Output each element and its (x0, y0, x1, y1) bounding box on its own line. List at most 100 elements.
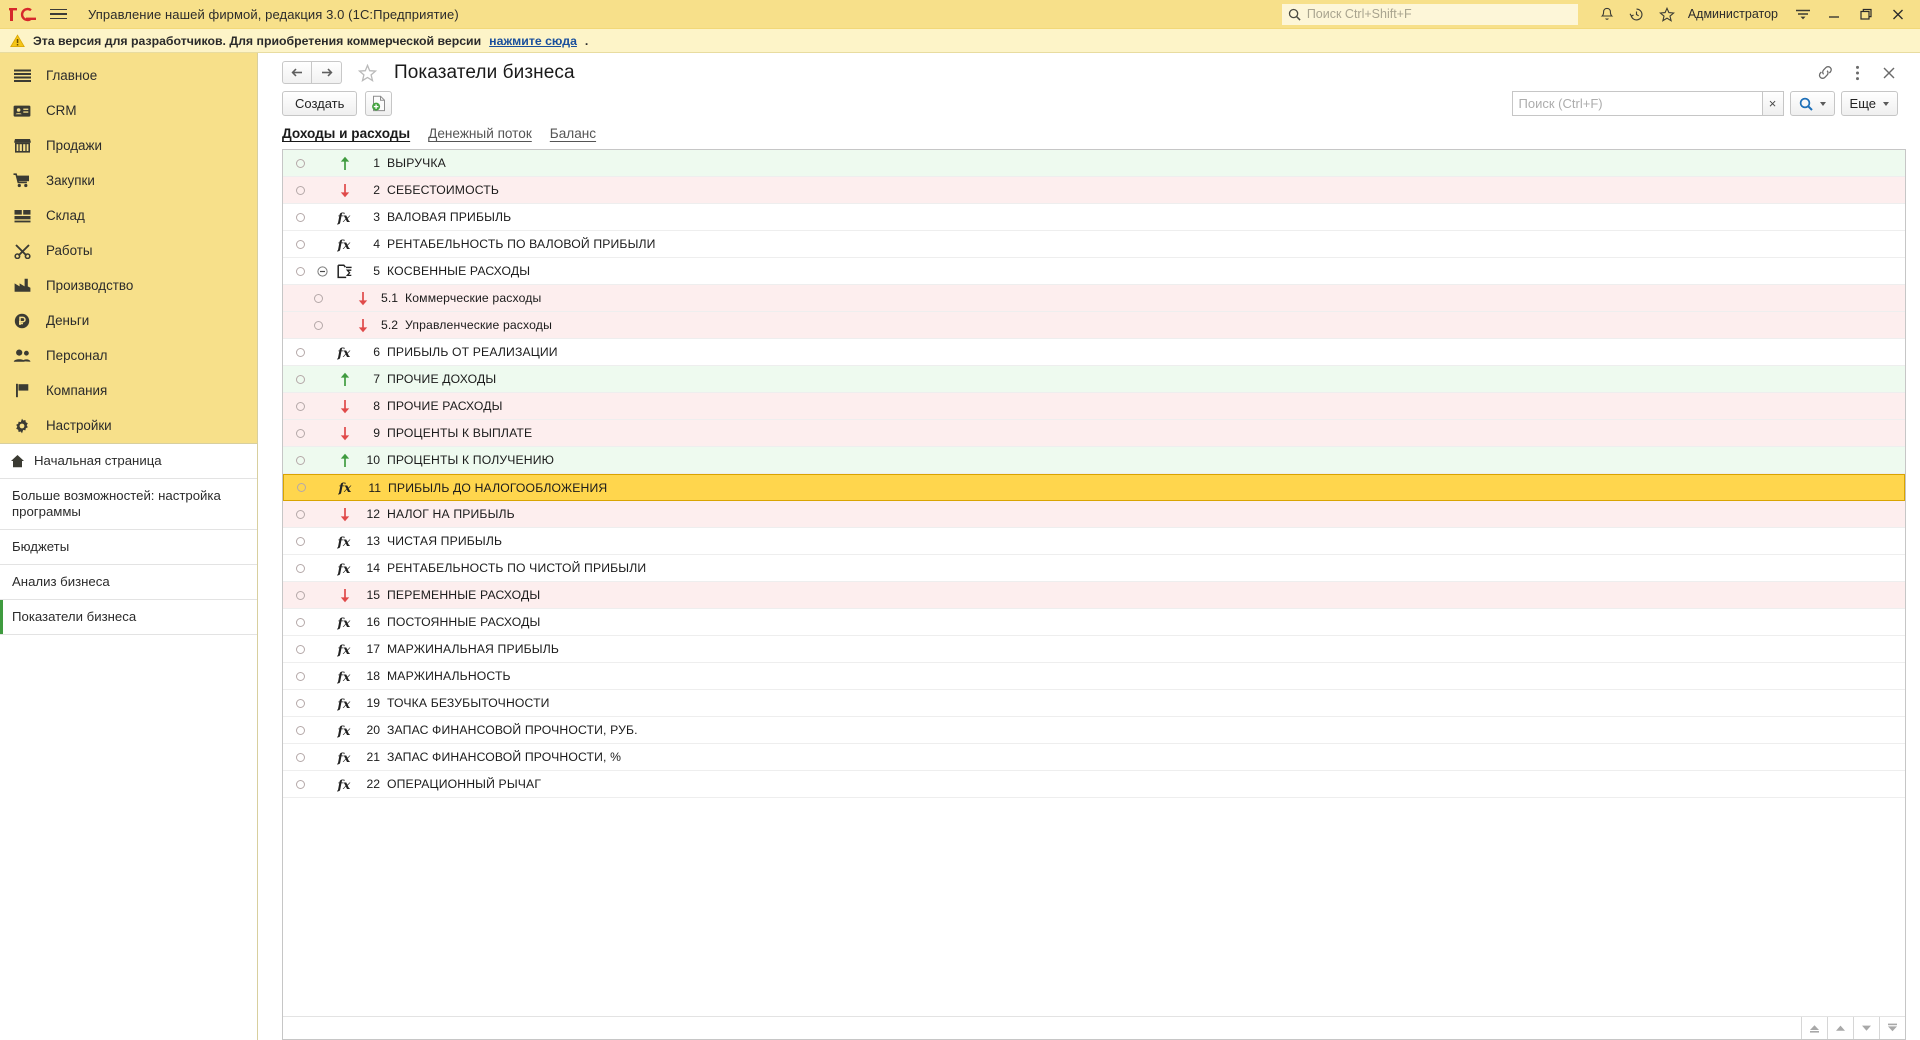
sidebar-item-nastroyki[interactable]: Настройки (0, 408, 257, 443)
table-row[interactable]: 8 ПРОЧИЕ РАСХОДЫ (283, 393, 1905, 420)
sidebar-item-kompaniya[interactable]: Компания (0, 373, 257, 408)
more-menu-label: Еще (1849, 96, 1876, 111)
row-marker[interactable] (289, 212, 311, 222)
close-form-icon[interactable] (1880, 64, 1898, 82)
banner-purchase-link[interactable]: нажмите сюда (489, 33, 577, 48)
favorites-star-icon[interactable] (1652, 1, 1682, 27)
more-options-icon[interactable] (1848, 64, 1866, 82)
table-row[interactable]: 5.1 Коммерческие расходы (283, 285, 1905, 312)
row-marker[interactable] (289, 509, 311, 519)
sidebar-item-prodazhi[interactable]: Продажи (0, 128, 257, 163)
table-row[interactable]: fx 21 ЗАПАС ФИНАНСОВОЙ ПРОЧНОСТИ, % (283, 744, 1905, 771)
back-button[interactable] (282, 61, 312, 84)
table-row[interactable]: fx 11 ПРИБЫЛЬ ДО НАЛОГООБЛОЖЕНИЯ (283, 474, 1905, 501)
sidebar-item-analiz-biznesa[interactable]: Анализ бизнеса (0, 565, 257, 600)
row-marker[interactable] (289, 590, 311, 600)
table-row[interactable]: 9 ПРОЦЕНТЫ К ВЫПЛАТЕ (283, 420, 1905, 447)
history-clock-icon[interactable] (1622, 1, 1652, 27)
tab-denezhnyy-potok[interactable]: Денежный поток (428, 126, 532, 141)
find-button[interactable] (1789, 91, 1835, 116)
row-marker[interactable] (289, 698, 311, 708)
chevron-down-icon (1819, 101, 1826, 106)
row-marker[interactable] (289, 617, 311, 627)
search-input[interactable] (1511, 91, 1762, 116)
main-menu-icon[interactable] (1788, 1, 1818, 27)
row-marker[interactable] (289, 779, 311, 789)
create-button[interactable]: Создать (282, 91, 358, 116)
row-marker[interactable] (289, 725, 311, 735)
row-marker[interactable] (289, 455, 311, 465)
row-marker[interactable] (289, 266, 311, 276)
table-row[interactable]: fx 4 РЕНТАБЕЛЬНОСТЬ ПО ВАЛОВОЙ ПРИБЫЛИ (283, 231, 1905, 258)
row-marker[interactable] (289, 752, 311, 762)
sidebar-item-dengi[interactable]: Деньги (0, 303, 257, 338)
table-row[interactable]: fx 17 МАРЖИНАЛЬНАЯ ПРИБЫЛЬ (283, 636, 1905, 663)
current-user-label[interactable]: Администратор (1687, 7, 1778, 21)
sidebar-item-nachalnaya-stranitsa[interactable]: Начальная страница (0, 444, 257, 479)
row-radio-icon (295, 347, 305, 357)
row-expander[interactable] (311, 265, 333, 277)
sidebar-item-raboty[interactable]: Работы (0, 233, 257, 268)
table-row[interactable]: 12 НАЛОГ НА ПРИБЫЛЬ (283, 501, 1905, 528)
table-row[interactable]: fx 14 РЕНТАБЕЛЬНОСТЬ ПО ЧИСТОЙ ПРИБЫЛИ (283, 555, 1905, 582)
table-row[interactable]: fx 18 МАРЖИНАЛЬНОСТЬ (283, 663, 1905, 690)
scroll-up-button[interactable] (1827, 1017, 1853, 1039)
row-number: 2 (373, 183, 380, 197)
row-marker[interactable] (289, 158, 311, 168)
star-outline-icon[interactable] (358, 63, 377, 82)
table-row[interactable]: 2 СЕБЕСТОИМОСТЬ (283, 177, 1905, 204)
sidebar-item-crm[interactable]: CRM (0, 93, 257, 128)
table-row[interactable]: fx 13 ЧИСТАЯ ПРИБЫЛЬ (283, 528, 1905, 555)
row-marker[interactable] (289, 401, 311, 411)
table-row[interactable]: 5.2 Управленческие расходы (283, 312, 1905, 339)
row-marker[interactable] (289, 185, 311, 195)
row-marker[interactable] (289, 347, 311, 357)
scroll-to-bottom-button[interactable] (1879, 1017, 1905, 1039)
row-marker[interactable] (289, 428, 311, 438)
table-row[interactable]: 5 КОСВЕННЫЕ РАСХОДЫ (283, 258, 1905, 285)
sidebar-item-zakupki[interactable]: Закупки (0, 163, 257, 198)
formula-fx-icon: fx (334, 480, 358, 495)
row-marker[interactable] (289, 239, 311, 249)
table-row[interactable]: 7 ПРОЧИЕ ДОХОДЫ (283, 366, 1905, 393)
row-marker[interactable] (289, 563, 311, 573)
table-row[interactable]: 15 ПЕРЕМЕННЫЕ РАСХОДЫ (283, 582, 1905, 609)
row-marker[interactable] (289, 374, 311, 384)
sidebar-item-personal[interactable]: Персонал (0, 338, 257, 373)
notifications-bell-icon[interactable] (1592, 1, 1622, 27)
row-marker[interactable] (307, 320, 329, 330)
sidebar-item-pokazateli-biznesa[interactable]: Показатели бизнеса (0, 600, 257, 635)
sidebar-item-bolshe-vozmozhnostey[interactable]: Больше возможностей: настройка программы (0, 479, 257, 530)
table-row[interactable]: fx 19 ТОЧКА БЕЗУБЫТОЧНОСТИ (283, 690, 1905, 717)
more-menu-button[interactable]: Еще (1840, 91, 1898, 116)
tab-dohody-i-rashody[interactable]: Доходы и расходы (282, 126, 411, 141)
sidebar-item-proizvodstvo[interactable]: Производство (0, 268, 257, 303)
scroll-to-top-button[interactable] (1801, 1017, 1827, 1039)
table-row[interactable]: 10 ПРОЦЕНТЫ К ПОЛУЧЕНИЮ (283, 447, 1905, 474)
table-row[interactable]: fx 20 ЗАПАС ФИНАНСОВОЙ ПРОЧНОСТИ, РУБ. (283, 717, 1905, 744)
table-row[interactable]: fx 6 ПРИБЫЛЬ ОТ РЕАЛИЗАЦИИ (283, 339, 1905, 366)
scroll-down-button[interactable] (1853, 1017, 1879, 1039)
table-row[interactable]: fx 16 ПОСТОЯННЫЕ РАСХОДЫ (283, 609, 1905, 636)
tab-balans[interactable]: Баланс (549, 126, 597, 141)
row-marker[interactable] (290, 483, 312, 492)
clear-search-button[interactable]: × (1761, 91, 1784, 116)
global-search-input[interactable]: Поиск Ctrl+Shift+F (1281, 3, 1578, 25)
close-icon[interactable] (1882, 1, 1914, 27)
hamburger-menu-icon[interactable] (44, 3, 72, 25)
link-icon[interactable] (1816, 64, 1834, 82)
sidebar-item-byudzhety[interactable]: Бюджеты (0, 530, 257, 565)
row-marker[interactable] (307, 293, 329, 303)
restore-icon[interactable] (1850, 1, 1882, 27)
table-row[interactable]: fx 3 ВАЛОВАЯ ПРИБЫЛЬ (283, 204, 1905, 231)
table-row[interactable]: fx 22 ОПЕРАЦИОННЫЙ РЫЧАГ (283, 771, 1905, 798)
row-marker[interactable] (289, 671, 311, 681)
forward-button[interactable] (312, 61, 342, 84)
sidebar-item-sklad[interactable]: Склад (0, 198, 257, 233)
row-marker[interactable] (289, 644, 311, 654)
row-marker[interactable] (289, 536, 311, 546)
table-row[interactable]: 1 ВЫРУЧКА (283, 150, 1905, 177)
create-copy-button[interactable] (365, 91, 393, 116)
minimize-icon[interactable] (1818, 1, 1850, 27)
sidebar-item-glavnoe[interactable]: Главное (0, 58, 257, 93)
